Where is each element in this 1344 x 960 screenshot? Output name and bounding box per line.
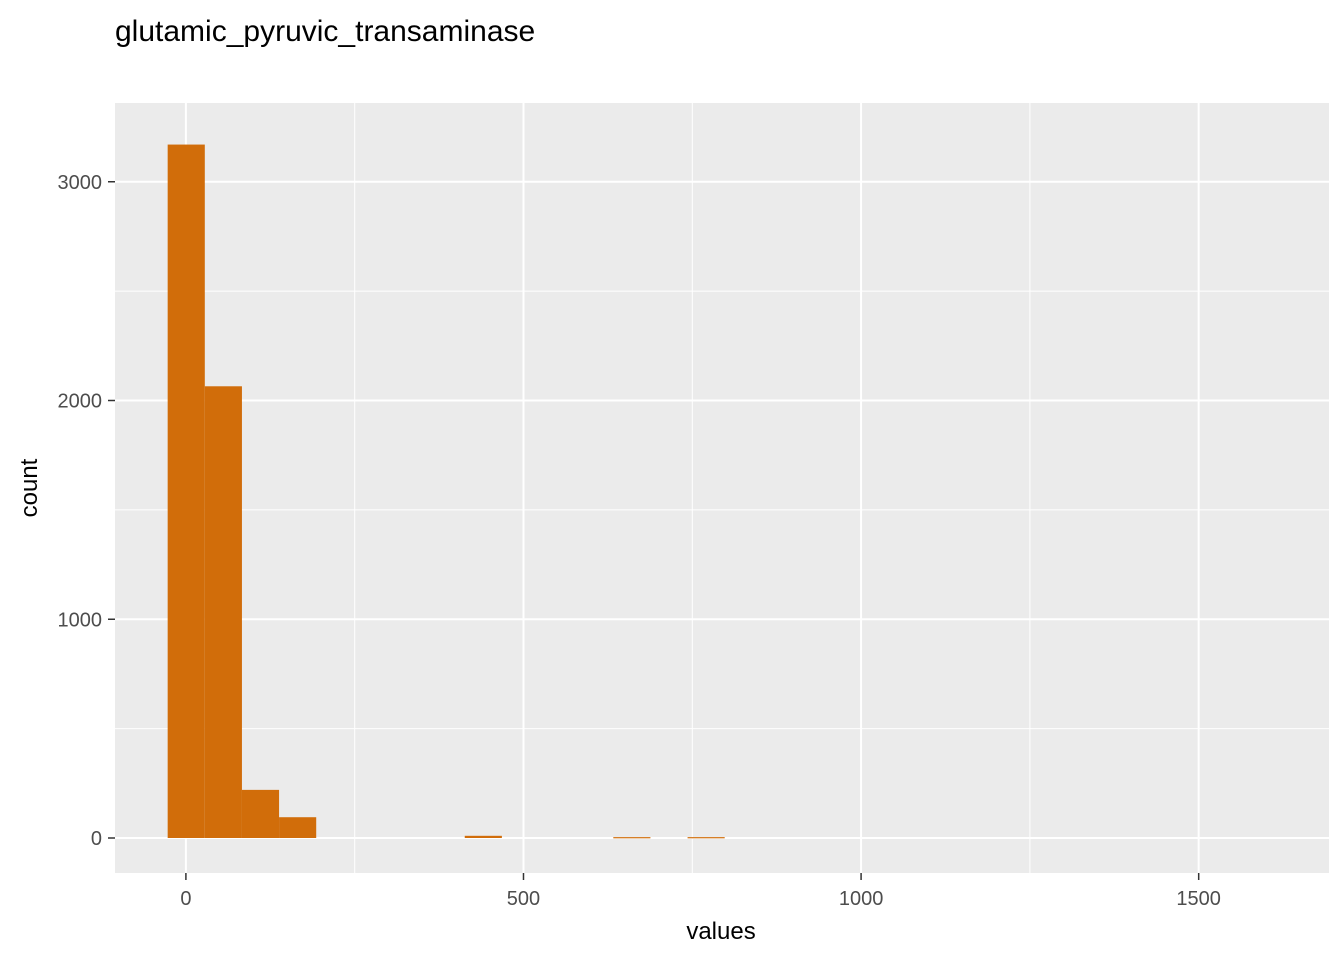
histogram-bar [204,386,242,838]
histogram-bar [464,835,502,838]
histogram-bar [687,837,725,839]
x-tick-label: 0 [180,888,191,910]
chart-title: glutamic_pyruvic_transaminase [115,15,535,48]
histogram-bar [167,144,205,838]
histogram-bar [279,817,317,838]
y-tick-label: 2000 [58,391,103,413]
grid-lines [115,103,1329,873]
x-axis-title: values [686,918,755,945]
histogram-bar [613,837,651,839]
plot-panel [115,103,1329,873]
axes: 0 500 1000 1500 0 1000 2000 3000 [58,172,1221,910]
histogram-bar [241,789,280,838]
x-tick-label: 1500 [1176,888,1221,910]
x-tick-label: 1000 [839,888,884,910]
y-tick-label: 0 [91,828,102,850]
x-tick-label: 500 [507,888,540,910]
y-axis-title: count [16,458,43,517]
y-tick-label: 1000 [58,609,103,631]
histogram-bars [167,144,725,839]
y-tick-label: 3000 [58,172,103,194]
